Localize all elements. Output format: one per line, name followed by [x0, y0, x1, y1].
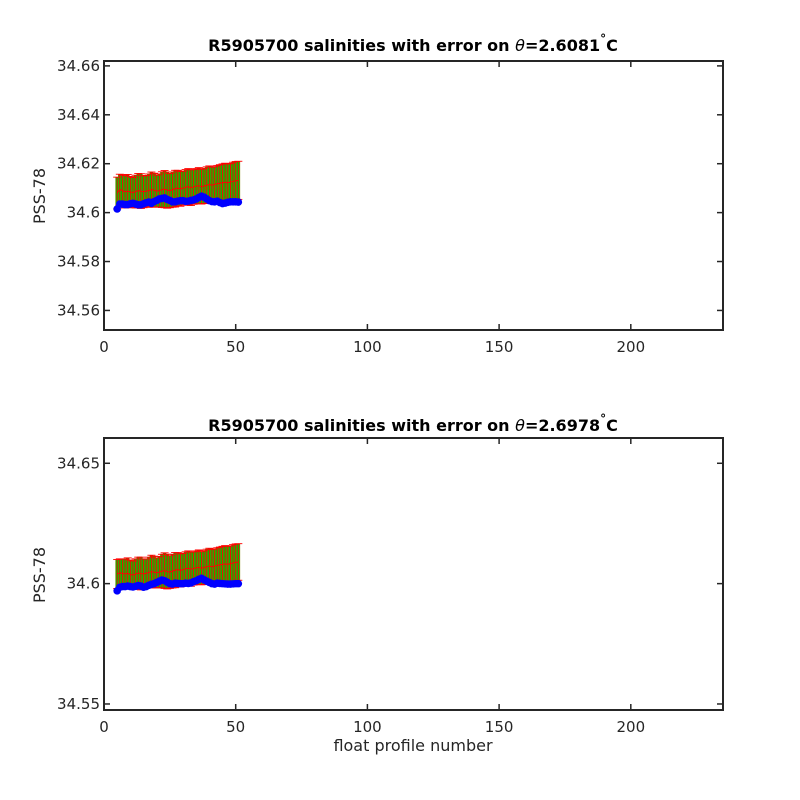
- y-tick-label: 34.56: [57, 301, 100, 319]
- float-salinity-point: [234, 579, 243, 588]
- x-tick-label: 150: [485, 338, 514, 356]
- bottom-x-axis-label: float profile number: [333, 736, 493, 755]
- top-salinity-plot: R5905700 salinities with error on θ=2.60…: [30, 32, 724, 356]
- top-axes-frame: [103, 60, 724, 331]
- y-tick-label: 34.65: [57, 454, 100, 472]
- y-tick-label: 34.66: [57, 57, 100, 75]
- x-tick-label: 100: [353, 338, 382, 356]
- y-tick-label: 34.64: [57, 106, 100, 124]
- bottom-salinity-plot: R5905700 salinities with error on θ=2.69…: [30, 412, 724, 755]
- bottom-y-axis-label: PSS-78: [30, 547, 49, 603]
- y-tick-label: 34.6: [67, 575, 100, 593]
- y-tick-label: 34.6: [67, 204, 100, 222]
- bottom-plot-area: [113, 543, 243, 595]
- top-plot-area: [113, 160, 243, 213]
- x-tick-label: 50: [226, 338, 245, 356]
- x-tick-label: 100: [353, 718, 382, 736]
- y-tick-label: 34.62: [57, 155, 100, 173]
- mapped-mean-line: [116, 179, 239, 194]
- mapped-mean-line: [116, 561, 239, 576]
- top-axis-ticks: 0 50 100 150 200 34.56 34.58 34.6 34.62 34.64 34.6…: [57, 57, 723, 356]
- x-tick-label: 200: [616, 718, 645, 736]
- top-plot-title: R5905700 salinities with error on θ=2.60…: [208, 32, 618, 55]
- x-tick-label: 0: [99, 718, 109, 736]
- bottom-plot-title: R5905700 salinities with error on θ=2.69…: [208, 412, 618, 435]
- x-tick-label: 200: [616, 338, 645, 356]
- y-tick-label: 34.55: [57, 695, 100, 713]
- x-tick-label: 50: [226, 718, 245, 736]
- bottom-axis-ticks: 0 50 100 150 200 34.55 34.6 34.65: [57, 438, 723, 736]
- top-y-axis-label: PSS-78: [30, 168, 49, 224]
- x-tick-label: 0: [99, 338, 109, 356]
- bottom-axes-frame: [103, 437, 724, 711]
- y-tick-label: 34.58: [57, 253, 100, 271]
- x-tick-label: 150: [485, 718, 514, 736]
- float-salinity-point: [234, 198, 243, 206]
